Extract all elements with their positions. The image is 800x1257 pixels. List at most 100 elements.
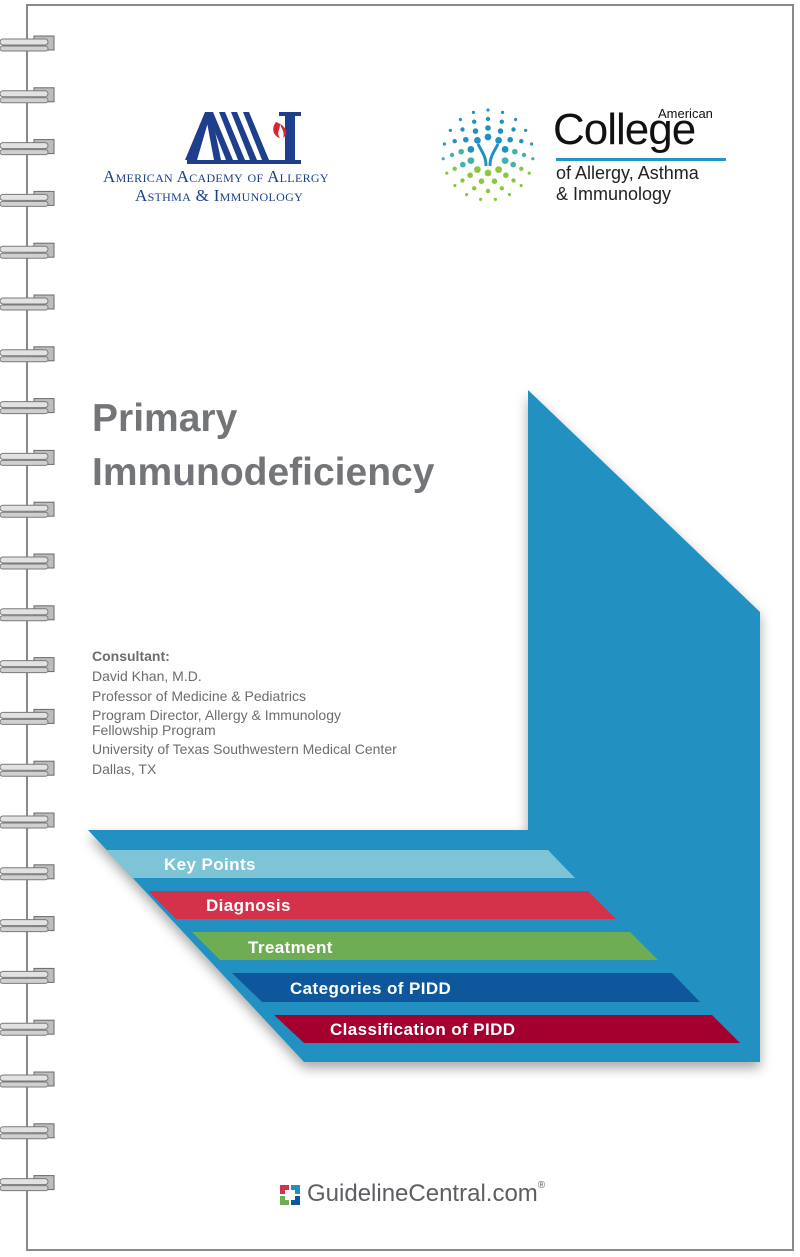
acaai-dot — [460, 161, 466, 168]
acaai-dot — [499, 119, 504, 124]
acaai-dot — [442, 142, 446, 146]
spiral-ring — [0, 346, 55, 363]
spiral-ring — [0, 708, 55, 725]
acaai-dot — [445, 171, 449, 175]
acaai-dot — [493, 197, 497, 201]
title-line2: Immunodeficiency — [92, 451, 435, 494]
acaai-dot — [501, 146, 509, 153]
spiral-ring — [0, 812, 55, 829]
tab-classification-of-pidd[interactable] — [274, 1015, 740, 1043]
acaai-dot — [531, 157, 535, 161]
spiral-ring — [0, 967, 55, 984]
title-line1: Primary — [92, 397, 238, 440]
spiral-ring — [0, 242, 55, 259]
acaai-dot — [474, 137, 481, 144]
spiral-ring — [0, 1071, 55, 1088]
footer-brand-text: GuidelineCentral.com® — [307, 1180, 545, 1208]
spiral-ring — [0, 1175, 55, 1192]
consultant-block: Consultant: David Khan, M.D. Professor o… — [92, 648, 397, 781]
tab-treatment[interactable] — [192, 932, 658, 960]
consultant-line: Fellowship Program — [92, 722, 216, 738]
tab-key-points-label: Key Points — [164, 855, 256, 874]
acaai-dot — [441, 157, 445, 161]
acaai-dot — [499, 186, 504, 191]
acaai-dot — [458, 148, 464, 155]
aaaai-mark-icon — [185, 112, 301, 164]
acaai-dot — [474, 166, 481, 173]
spiral-ring — [0, 398, 55, 415]
acaai-dot — [524, 128, 528, 132]
acaai-dot — [484, 133, 492, 141]
spiral-ring — [0, 916, 55, 933]
acaai-dot — [511, 127, 516, 132]
acaai-dot — [530, 142, 534, 146]
acaai-dot — [478, 178, 485, 184]
spiral-ring — [0, 139, 55, 156]
consultant-label: Consultant: — [92, 648, 170, 664]
acaai-dot — [521, 152, 527, 158]
acaai-dot — [514, 117, 518, 122]
acaai-dot — [511, 178, 516, 183]
page-title: Primary Immunodeficiency — [92, 392, 434, 500]
acaai-dot — [486, 108, 490, 112]
acaai-dot — [497, 128, 504, 134]
acaai-name-line1: of Allergy, Asthma — [556, 163, 699, 183]
spiral-ring — [0, 1123, 55, 1140]
acaai-dot — [485, 188, 491, 194]
consultant-line: Dallas, TX — [92, 761, 157, 777]
guideline-central-logo-icon — [280, 1185, 300, 1205]
footer-registered-mark: ® — [537, 1180, 546, 1191]
tab-diagnosis[interactable] — [148, 891, 616, 919]
spiral-ring — [0, 760, 55, 777]
acaai-dot — [519, 183, 523, 188]
acaai-dot — [460, 127, 465, 132]
acaai-divider — [556, 158, 726, 161]
acaai-dot — [472, 186, 477, 191]
acaai-college-label: College — [553, 105, 696, 154]
tab-categories-of-pidd-label: Categories of PIDD — [290, 979, 452, 998]
spiral-ring — [0, 501, 55, 518]
tab-categories-of-pidd[interactable] — [232, 973, 700, 1002]
aaaai-name-line1: American Academy of Allergy — [103, 167, 329, 186]
acaai-dot — [512, 148, 518, 155]
consultant-line: David Khan, M.D. — [92, 668, 202, 684]
acaai-dot — [458, 117, 462, 122]
tab-treatment-label: Treatment — [248, 938, 333, 957]
acaai-dot — [507, 193, 511, 197]
acaai-dot — [472, 128, 479, 134]
acaai-dot — [485, 125, 491, 131]
acaai-dot — [452, 139, 457, 144]
tab-key-points[interactable] — [106, 850, 575, 878]
acaai-dot — [491, 178, 498, 184]
acaai-dot — [501, 157, 509, 164]
acaai-dot — [453, 183, 457, 188]
acaai-dot — [501, 110, 505, 114]
acaai-dot — [471, 110, 475, 114]
spiral-ring — [0, 1019, 55, 1036]
spiral-ring — [0, 657, 55, 674]
acaai-dot — [467, 172, 473, 178]
acaai-american-label: American — [658, 106, 713, 121]
acaai-dot — [495, 166, 502, 173]
acaai-dot — [467, 146, 475, 153]
acaai-name-line2: & Immunology — [556, 184, 672, 204]
aaaai-logo: American Academy of Allergy Asthma & Imm… — [103, 108, 393, 208]
acaai-dot — [510, 161, 516, 168]
tab-diagnosis-label: Diagnosis — [206, 896, 291, 915]
acaai-dots-icon — [441, 108, 535, 201]
acaai-dot — [449, 152, 455, 158]
acaai-dot — [519, 166, 524, 171]
acaai-dot — [519, 139, 524, 144]
acaai-dot — [467, 157, 475, 164]
spiral-ring — [0, 294, 55, 311]
spiral-ring — [0, 864, 55, 881]
spiral-ring — [0, 190, 55, 207]
acaai-dot — [448, 128, 452, 132]
consultant-line: University of Texas Southwestern Medical… — [92, 741, 397, 757]
spiral-ring — [0, 449, 55, 466]
acaai-dot — [479, 197, 483, 201]
aaaai-name-line2: Asthma & Immunology — [135, 186, 304, 205]
consultant-line: Professor of Medicine & Pediatrics — [92, 688, 306, 704]
footer-brand-name: GuidelineCentral.com — [307, 1180, 538, 1207]
